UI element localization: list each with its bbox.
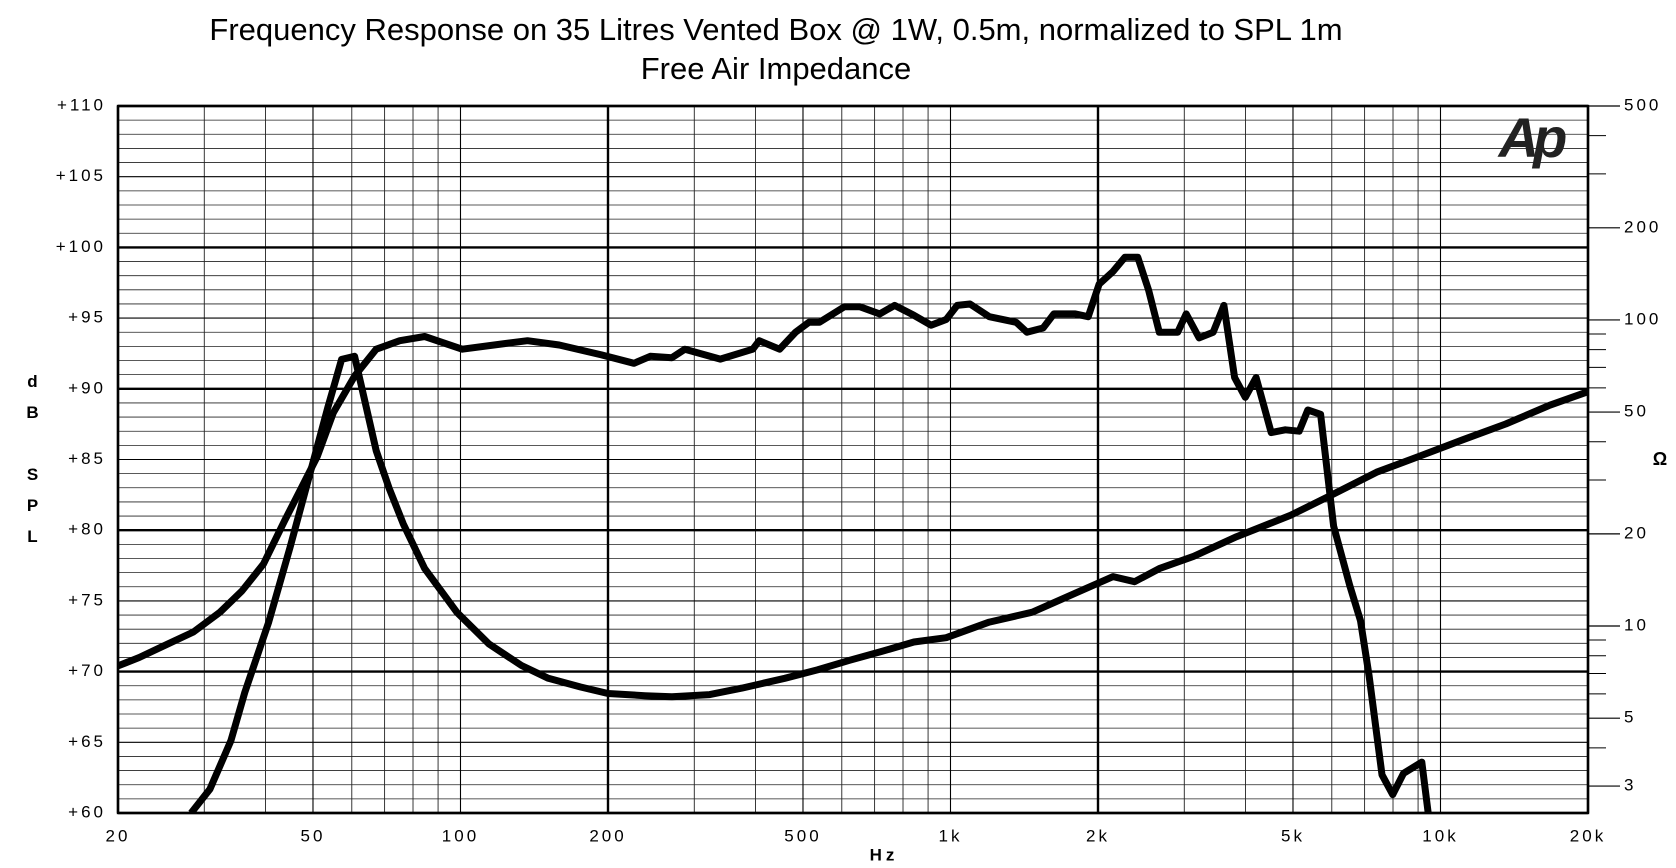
logo: Ap bbox=[1497, 106, 1566, 169]
y-tick-label: +105 bbox=[56, 166, 106, 185]
y2-tick-label: 5 bbox=[1624, 708, 1636, 727]
chart-title: Frequency Response on 35 Litres Vented B… bbox=[209, 12, 1342, 47]
x-tick-label: 5k bbox=[1281, 826, 1305, 845]
chart-subtitle: Free Air Impedance bbox=[641, 51, 912, 86]
y2-tick-label: 50 bbox=[1624, 402, 1649, 421]
x-tick-label: 1k bbox=[939, 826, 963, 845]
y-tick-label: +80 bbox=[68, 520, 106, 539]
y2-tick-label: 100 bbox=[1624, 309, 1661, 328]
y-tick-label: +75 bbox=[68, 590, 106, 609]
line-series bbox=[118, 253, 1432, 813]
x-tick-label: 500 bbox=[784, 826, 821, 845]
y2-tick-label: 20 bbox=[1624, 523, 1649, 542]
x-tick-label: 20k bbox=[1570, 826, 1606, 845]
y-tick-label: +100 bbox=[56, 237, 106, 256]
y-tick-label: +65 bbox=[68, 732, 106, 751]
y-tick-label: +110 bbox=[57, 95, 106, 114]
y-axis-label: dB SPL bbox=[23, 372, 42, 558]
y2-tick-label: 10 bbox=[1624, 616, 1649, 635]
y2-axis-label: Ω bbox=[1653, 449, 1667, 469]
y-tick-label: +85 bbox=[68, 449, 106, 468]
x-axis-label: Hz bbox=[870, 845, 899, 864]
x-tick-label: 200 bbox=[589, 826, 626, 845]
x-tick-label: 10k bbox=[1422, 826, 1458, 845]
y-tick-label: +60 bbox=[68, 802, 106, 821]
x-tick-label: 50 bbox=[301, 826, 326, 845]
x-tick-label: 100 bbox=[442, 826, 479, 845]
plot-frame bbox=[116, 104, 1590, 815]
y2-tick-label: 500 bbox=[1624, 95, 1661, 114]
y-tick-label: +90 bbox=[68, 378, 106, 397]
x-tick-label: 20 bbox=[106, 826, 131, 845]
y-tick-label: +70 bbox=[68, 661, 106, 680]
y-tick-label: +95 bbox=[68, 308, 106, 327]
x-tick-label: 2k bbox=[1086, 826, 1110, 845]
line-series bbox=[188, 352, 1590, 813]
y2-tick-label: 3 bbox=[1624, 776, 1636, 795]
y2-tick-label: 200 bbox=[1624, 217, 1661, 236]
